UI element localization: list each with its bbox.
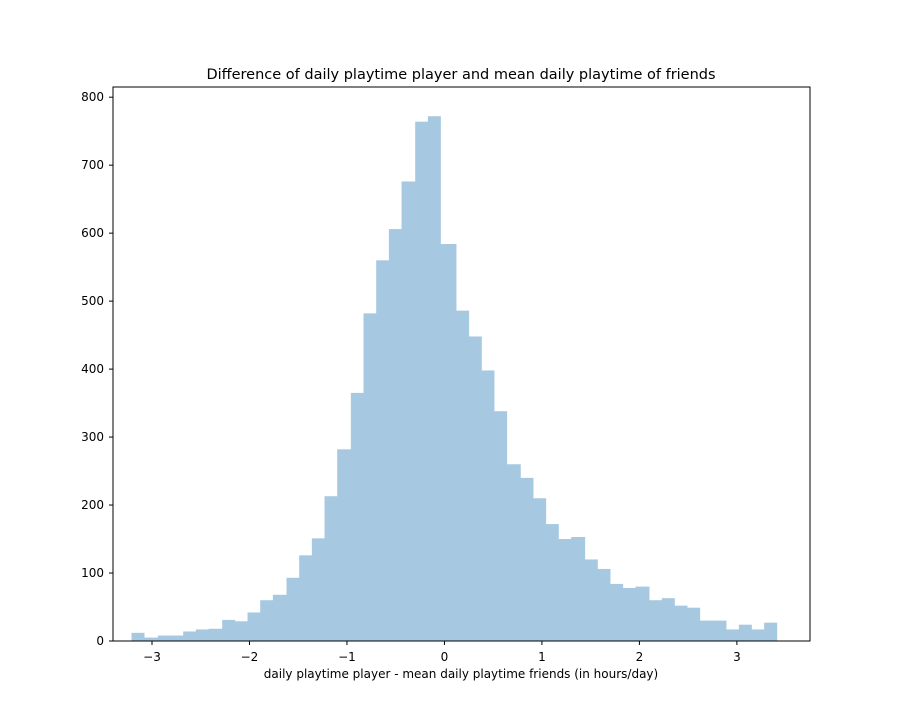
histogram-bar-22 xyxy=(415,121,429,642)
histogram-bar-44 xyxy=(699,620,714,641)
y-tick-label-5: 500 xyxy=(81,294,104,308)
y-tick-label-1: 100 xyxy=(81,566,104,580)
bars-layer xyxy=(131,116,778,642)
chart-title: Difference of daily playtime player and … xyxy=(206,67,715,83)
histogram-bar-14 xyxy=(311,538,325,641)
histogram-bar-17 xyxy=(350,392,364,641)
histogram-bar-31 xyxy=(533,498,547,641)
histogram-bar-48 xyxy=(751,629,765,641)
histogram-bar-6 xyxy=(208,628,223,641)
y-tick-label-7: 700 xyxy=(81,158,104,172)
histogram-bar-13 xyxy=(299,555,313,641)
x-tick-label-5: 2 xyxy=(636,650,644,664)
histogram-bar-43 xyxy=(687,607,701,641)
histogram-bar-3 xyxy=(170,635,184,641)
histogram-bar-0 xyxy=(131,632,145,641)
histogram-bar-8 xyxy=(234,621,248,641)
histogram-bar-46 xyxy=(726,629,740,641)
histogram-bar-40 xyxy=(649,600,663,641)
x-axis-label: daily playtime player - mean daily playt… xyxy=(264,667,658,681)
histogram-bar-4 xyxy=(183,631,197,641)
histogram-bar-45 xyxy=(713,620,727,641)
histogram-bar-21 xyxy=(401,181,416,642)
histogram-bar-20 xyxy=(388,229,402,641)
histogram-bar-9 xyxy=(247,612,261,641)
histogram-bar-47 xyxy=(738,624,752,641)
x-axis: −3 −2 −1 0 1 2 3 xyxy=(143,641,741,664)
histogram-bar-16 xyxy=(337,449,352,641)
histogram-bar-18 xyxy=(363,313,377,641)
histogram-bar-1 xyxy=(144,637,159,641)
y-tick-label-2: 200 xyxy=(81,498,104,512)
histogram-bar-11 xyxy=(272,594,287,641)
y-tick-label-8: 800 xyxy=(81,90,104,104)
histogram-bar-25 xyxy=(456,310,470,641)
histogram-bar-23 xyxy=(427,116,441,642)
x-tick-label-4: 1 xyxy=(538,650,546,664)
histogram-bar-19 xyxy=(376,260,390,641)
y-tick-label-3: 300 xyxy=(81,430,104,444)
y-tick-label-0: 0 xyxy=(96,634,104,648)
y-axis: 0 100 200 300 400 500 600 700 800 xyxy=(81,90,113,648)
y-tick-label-4: 400 xyxy=(81,362,104,376)
x-tick-label-0: −3 xyxy=(143,650,161,664)
histogram-bar-24 xyxy=(440,244,457,641)
histogram-bar-12 xyxy=(286,577,300,641)
histogram-bar-27 xyxy=(481,370,495,641)
histogram-bar-33 xyxy=(558,539,572,641)
histogram-bar-36 xyxy=(597,568,611,641)
histogram-bar-34 xyxy=(571,537,586,641)
histogram-bar-30 xyxy=(520,477,534,641)
histogram-bar-28 xyxy=(494,411,508,641)
histogram-bar-5 xyxy=(195,629,209,641)
histogram-bar-10 xyxy=(260,600,274,641)
y-tick-label-6: 600 xyxy=(81,226,104,240)
histogram-bar-15 xyxy=(324,496,338,641)
histogram-bar-38 xyxy=(622,587,636,641)
histogram-bar-37 xyxy=(610,583,624,641)
histogram-bar-2 xyxy=(157,635,171,641)
histogram-bar-41 xyxy=(661,598,675,641)
x-tick-label-1: −2 xyxy=(241,650,259,664)
histogram-bar-42 xyxy=(674,605,688,641)
histogram-bar-49 xyxy=(764,622,778,641)
plot-frame xyxy=(112,86,811,642)
histogram-bar-32 xyxy=(545,524,559,641)
x-tick-label-3: 0 xyxy=(441,650,449,664)
x-tick-label-2: −1 xyxy=(338,650,356,664)
histogram-bar-29 xyxy=(506,464,521,641)
histogram-bar-39 xyxy=(635,586,650,641)
histogram-bar-26 xyxy=(468,336,482,641)
histogram-bar-35 xyxy=(584,559,598,641)
histogram-bar-7 xyxy=(222,619,236,641)
x-tick-label-6: 3 xyxy=(733,650,741,664)
